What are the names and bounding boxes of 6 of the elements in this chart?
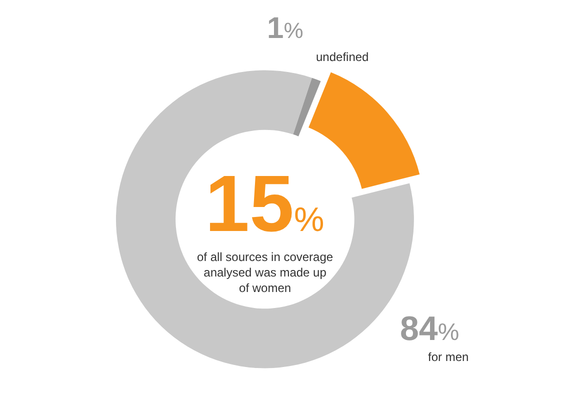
data-label: 84% <box>400 310 460 348</box>
data-label: 1% <box>267 12 304 45</box>
text: of all sources in coverage analysed was made up of women <box>197 250 334 296</box>
text: 15% <box>205 159 324 248</box>
slice-label: undefined <box>316 50 369 64</box>
slice-label: for men <box>428 350 469 364</box>
